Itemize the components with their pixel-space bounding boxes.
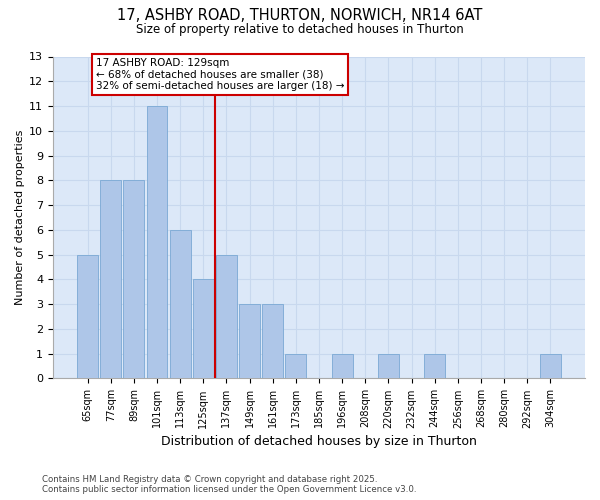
Text: Size of property relative to detached houses in Thurton: Size of property relative to detached ho…: [136, 22, 464, 36]
Bar: [378, 354, 399, 378]
Bar: [146, 106, 167, 378]
Text: 17, ASHBY ROAD, THURTON, NORWICH, NR14 6AT: 17, ASHBY ROAD, THURTON, NORWICH, NR14 6…: [118, 8, 482, 22]
Bar: [124, 180, 145, 378]
Bar: [286, 354, 306, 378]
Bar: [424, 354, 445, 378]
X-axis label: Distribution of detached houses by size in Thurton: Distribution of detached houses by size …: [161, 434, 477, 448]
Bar: [100, 180, 121, 378]
Bar: [170, 230, 191, 378]
Bar: [77, 254, 98, 378]
Bar: [239, 304, 260, 378]
Bar: [216, 254, 237, 378]
Bar: [540, 354, 561, 378]
Text: 17 ASHBY ROAD: 129sqm
← 68% of detached houses are smaller (38)
32% of semi-deta: 17 ASHBY ROAD: 129sqm ← 68% of detached …: [96, 58, 344, 91]
Bar: [332, 354, 353, 378]
Y-axis label: Number of detached properties: Number of detached properties: [15, 130, 25, 305]
Bar: [262, 304, 283, 378]
Bar: [193, 280, 214, 378]
Text: Contains HM Land Registry data © Crown copyright and database right 2025.
Contai: Contains HM Land Registry data © Crown c…: [42, 474, 416, 494]
